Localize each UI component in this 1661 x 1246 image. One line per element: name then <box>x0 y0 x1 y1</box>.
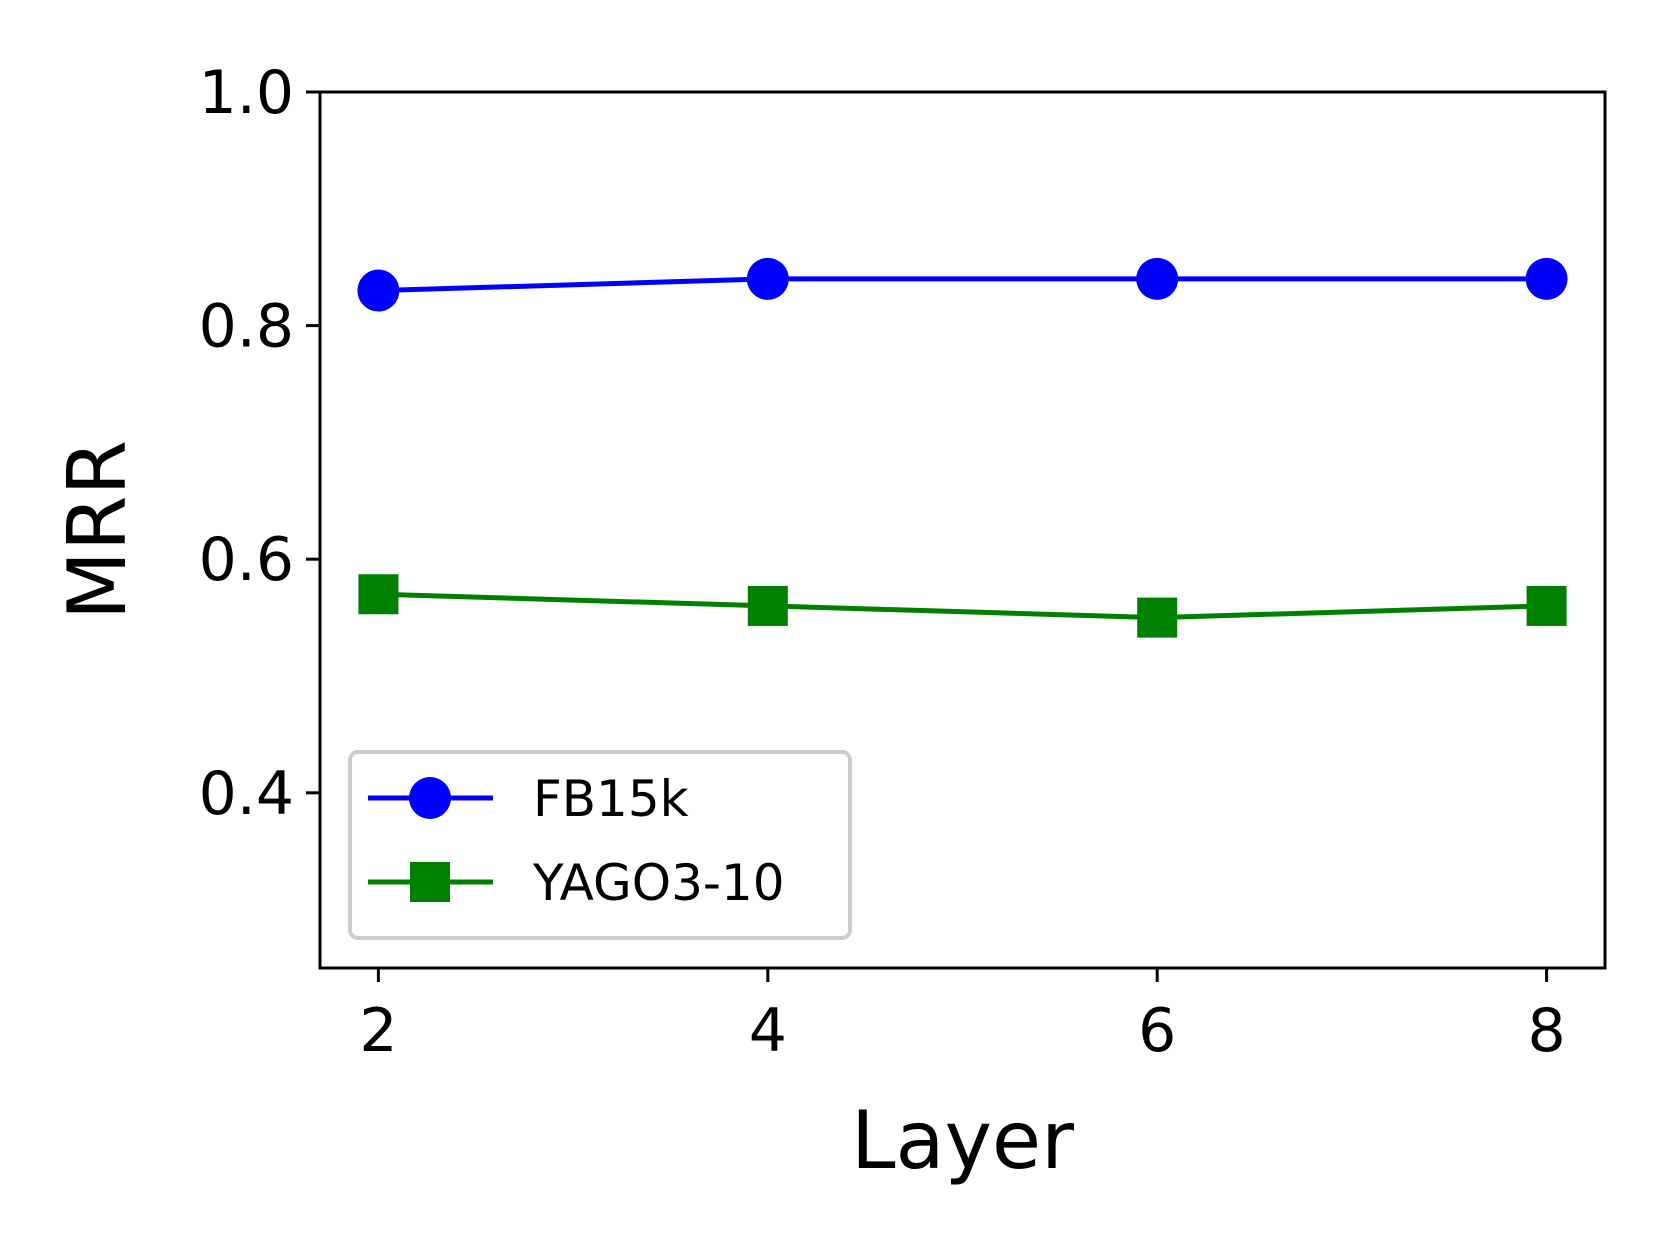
data-point-0-1 <box>746 257 789 300</box>
y-tick-label-3: 1.0 <box>199 58 294 128</box>
axes: 2 4 6 8 0.4 0.6 0.8 1.0 <box>199 58 1607 1066</box>
legend-marker-1 <box>410 862 450 902</box>
data-point-1-0 <box>358 574 399 615</box>
series-line-1 <box>378 591 1547 621</box>
x-tick-label-2: 6 <box>1138 996 1176 1066</box>
x-tick-label-0: 2 <box>359 996 397 1066</box>
data-point-0-0 <box>357 269 400 312</box>
data-point-0-3 <box>1525 257 1568 300</box>
plot-frame <box>318 90 1607 970</box>
legend: FB15k YAGO3-10 <box>348 750 852 940</box>
y-tick-label-0: 0.4 <box>199 759 294 829</box>
legend-marker-0 <box>409 777 451 819</box>
x-axis-label: Layer <box>851 1094 1074 1187</box>
series-line-0 <box>378 276 1547 294</box>
data-point-1-3 <box>1526 585 1567 626</box>
data-point-1-2 <box>1137 597 1178 638</box>
legend-item-0: FB15k <box>368 770 689 828</box>
y-tick-label-2: 0.8 <box>199 292 294 362</box>
y-axis-label: MRR <box>51 440 144 620</box>
legend-label-1: YAGO3-10 <box>532 854 785 912</box>
plot-area <box>357 257 1568 638</box>
legend-label-0: FB15k <box>533 770 689 828</box>
x-tick-label-3: 8 <box>1527 996 1565 1066</box>
x-tick-label-1: 4 <box>749 996 787 1066</box>
y-tick-label-1: 0.6 <box>199 525 294 595</box>
data-point-1-1 <box>747 585 788 626</box>
legend-item-1: YAGO3-10 <box>368 854 785 912</box>
data-point-0-2 <box>1136 257 1179 300</box>
